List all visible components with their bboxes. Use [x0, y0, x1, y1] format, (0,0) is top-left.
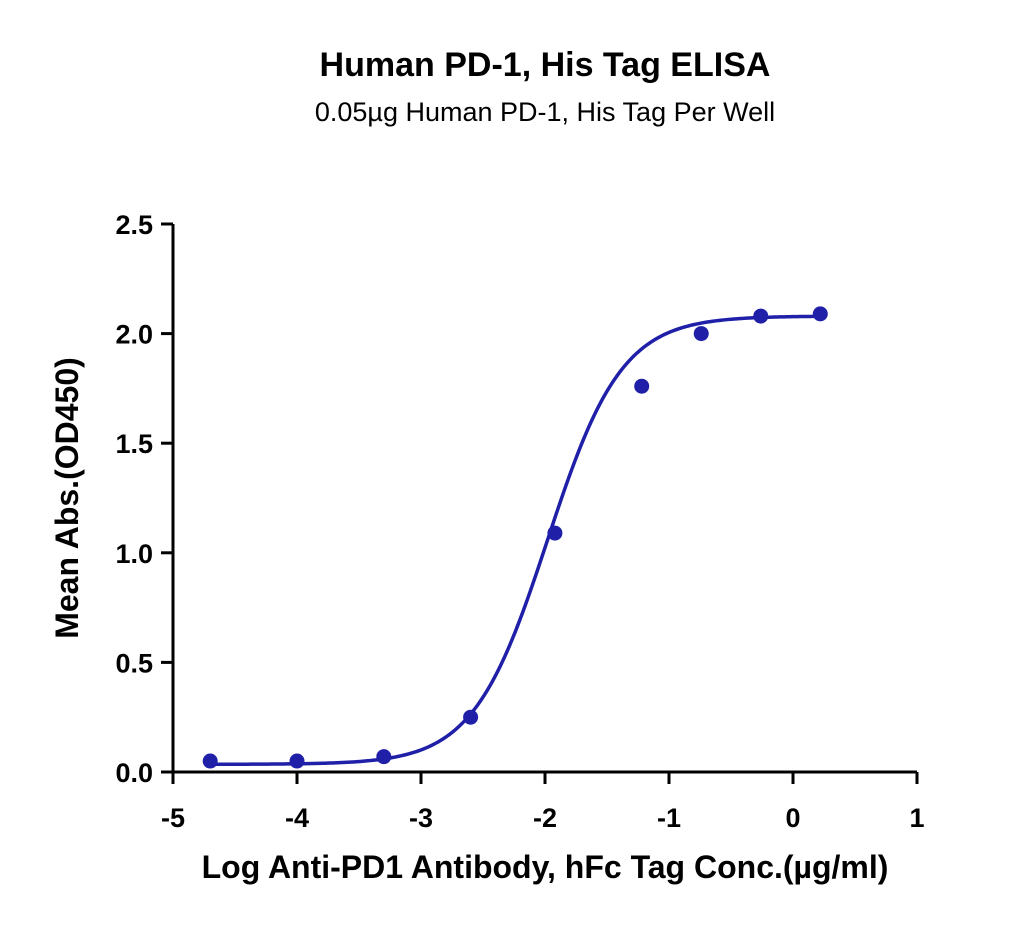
data-point — [547, 525, 563, 541]
data-point — [753, 308, 769, 324]
data-point — [202, 753, 218, 769]
chart-subtitle: 0.05µg Human PD-1, His Tag Per Well — [315, 97, 775, 127]
x-tick-label: -2 — [533, 803, 557, 833]
x-axis-label: Log Anti-PD1 Antibody, hFc Tag Conc.(µg/… — [202, 849, 889, 885]
chart-title: Human PD-1, His Tag ELISA — [320, 46, 771, 84]
x-tick-label: -4 — [285, 803, 309, 833]
y-tick-label: 2.0 — [115, 320, 153, 350]
plot-area: -5 -4 -3 -2 -1 0 1 0.0 0.5 1.0 1.5 2.0 2.5 — [115, 210, 924, 833]
y-tick-label: 2.5 — [115, 210, 153, 240]
data-point — [634, 378, 650, 394]
data-point — [463, 709, 479, 725]
x-tick-label: -5 — [161, 803, 185, 833]
y-tick-label: 0.5 — [115, 648, 153, 678]
y-tick-label: 1.0 — [115, 539, 153, 569]
fit-curve — [210, 314, 821, 767]
data-point — [289, 753, 305, 769]
x-tick-label: 0 — [785, 803, 800, 833]
data-point — [376, 749, 392, 765]
data-point — [812, 306, 828, 322]
x-tick-label: 1 — [909, 803, 924, 833]
y-tick-label: 0.0 — [115, 758, 153, 788]
x-tick-label: -3 — [409, 803, 433, 833]
y-axis-label: Mean Abs.(OD450) — [49, 357, 85, 639]
y-tick-label: 1.5 — [115, 429, 153, 459]
data-point — [693, 326, 709, 342]
x-tick-label: -1 — [657, 803, 681, 833]
